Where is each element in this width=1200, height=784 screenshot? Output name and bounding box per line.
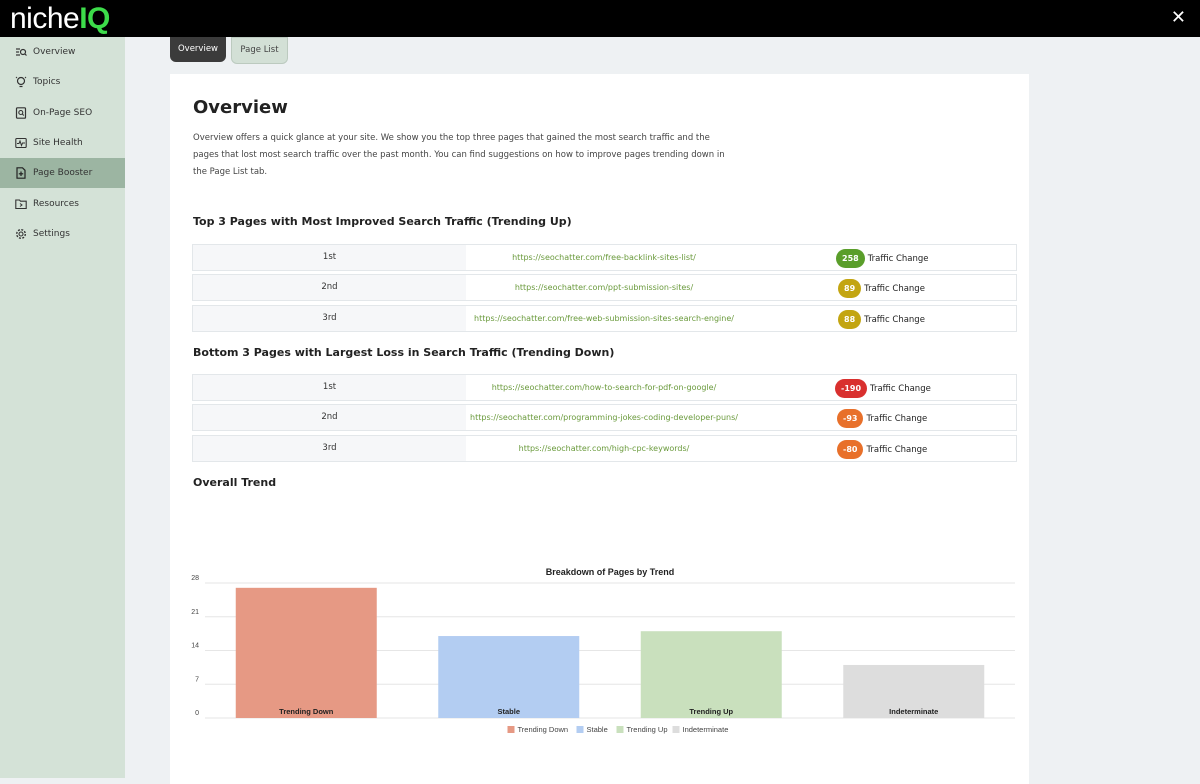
table-row: 1st https://seochatter.com/how-to-search… [192,374,1017,401]
page-title: Overview [193,97,288,118]
rank-cell: 1st [193,245,466,270]
sidebar: Overview Topics On-Page SEO Site Health … [0,37,125,778]
traffic-change-label: Traffic Change [867,253,929,264]
chart-title: Breakdown of Pages by Trend [546,567,675,577]
traffic-change-badge: -190 [835,379,868,398]
traffic-change-label: Traffic Change [864,283,925,294]
nicheiq-logo[interactable]: nicheIQ [10,0,110,37]
sidebar-item-label: Settings [33,228,70,239]
overview-panel: Overview Overview offers a quick glance … [170,74,1029,784]
page-url-link[interactable]: https://seochatter.com/high-cpc-keywords… [518,444,690,453]
bar-label: Stable [497,707,520,716]
pulse-icon [15,137,27,149]
traffic-change-cell: 258 Traffic Change [745,245,1016,270]
y-tick-label: 7 [195,676,199,683]
y-tick-label: 28 [191,575,199,582]
close-icon[interactable]: ✕ [1170,7,1186,28]
traffic-change-label: Traffic Change [866,444,928,455]
sidebar-item-topics[interactable]: Topics [0,67,125,97]
main-content: Overview Page List Overview Overview off… [125,37,1200,784]
top-pages-heading: Top 3 Pages with Most Improved Search Tr… [193,215,572,228]
legend-swatch [576,726,584,733]
rank-cell: 1st [193,375,466,400]
table-row: 2nd https://seochatter.com/ppt-submissio… [192,274,1017,301]
traffic-change-badge: -93 [837,409,864,428]
traffic-change-cell: 89 Traffic Change [745,275,1016,300]
sidebar-item-label: Topics [33,77,61,88]
bar-indeterminate [843,664,985,718]
folder-icon [15,199,27,209]
gear-icon [15,228,27,239]
sidebar-item-label: On-Page SEO [33,107,93,118]
page-url-link[interactable]: https://seochatter.com/how-to-search-for… [491,383,717,392]
legend-swatch [616,726,624,733]
sidebar-item-page-booster[interactable]: Page Booster [0,158,125,189]
overview-icon [16,48,27,56]
logo-text-niche: niche [10,2,80,35]
sidebar-item-label: Overview [33,47,76,57]
legend-label: Trending Down [518,725,569,734]
page-url-link[interactable]: https://seochatter.com/free-web-submissi… [474,314,734,323]
legend-swatch [507,726,515,733]
document-search-icon [15,106,27,119]
table-row: 1st https://seochatter.com/free-backlink… [192,244,1017,271]
tab-page-list[interactable]: Page List [231,37,288,64]
traffic-change-badge: 258 [836,249,865,268]
rank-cell: 2nd [193,405,466,430]
rank-cell: 3rd [193,306,466,331]
traffic-change-label: Traffic Change [870,383,931,394]
page-url-link[interactable]: https://seochatter.com/free-backlink-sit… [512,253,696,262]
table-row: 3rd https://seochatter.com/high-cpc-keyw… [192,435,1017,462]
bar-label: Trending Up [689,707,733,716]
top-bar: nicheIQ ✕ [0,0,1200,37]
sidebar-item-label: Page Booster [33,168,93,179]
bar-trending-down [235,587,377,718]
lightbulb-icon [15,76,27,88]
table-row: 3rd https://seochatter.com/free-web-subm… [192,305,1017,332]
legend-label: Trending Up [627,725,668,734]
bar-label: Indeterminate [889,707,938,716]
sidebar-item-overview[interactable]: Overview [0,37,125,67]
traffic-change-label: Traffic Change [864,314,925,325]
traffic-change-cell: -80 Traffic Change [745,436,1016,461]
sidebar-item-label: Site Health [33,137,83,148]
sidebar-item-resources[interactable]: Resources [0,189,125,219]
legend-label: Stable [587,725,608,734]
page-description: Overview offers a quick glance at your s… [193,133,725,177]
bar-stable [438,636,580,718]
legend-swatch [672,726,680,733]
legend-label: Indeterminate [683,725,729,734]
traffic-change-badge: -80 [837,440,864,459]
sidebar-item-settings[interactable]: Settings [0,219,125,249]
logo-text-iq: IQ [79,2,110,35]
traffic-change-cell: -93 Traffic Change [745,405,1016,430]
tab-overview[interactable]: Overview [170,37,226,62]
table-row: 2nd https://seochatter.com/programming-j… [192,404,1017,431]
bottom-pages-heading: Bottom 3 Pages with Largest Loss in Sear… [193,346,615,359]
traffic-change-badge: 88 [838,310,862,329]
y-tick-label: 14 [191,643,199,650]
traffic-change-cell: -190 Traffic Change [745,375,1016,400]
overall-trend-heading: Overall Trend [193,476,277,489]
page-url-link[interactable]: https://seochatter.com/ppt-submission-si… [514,283,694,292]
rank-cell: 3rd [193,436,466,461]
trend-bar-chart: Breakdown of Pages by Trend 0 7 14 21 28 Trend… [191,567,1015,734]
y-tick-label: 0 [195,710,199,717]
bar-trending-up [640,631,782,718]
traffic-change-label: Traffic Change [866,413,928,424]
traffic-change-cell: 88 Traffic Change [745,306,1016,331]
y-tick-label: 21 [191,609,199,616]
rank-cell: 2nd [193,275,466,300]
page-url-link[interactable]: https://seochatter.com/programming-jokes… [470,413,738,422]
traffic-change-badge: 89 [838,279,862,298]
sidebar-item-site-health[interactable]: Site Health [0,128,125,158]
document-plus-icon [16,167,26,180]
bar-label: Trending Down [279,707,334,716]
sidebar-item-on-page-seo[interactable]: On-Page SEO [0,98,125,128]
sidebar-item-label: Resources [33,198,79,209]
